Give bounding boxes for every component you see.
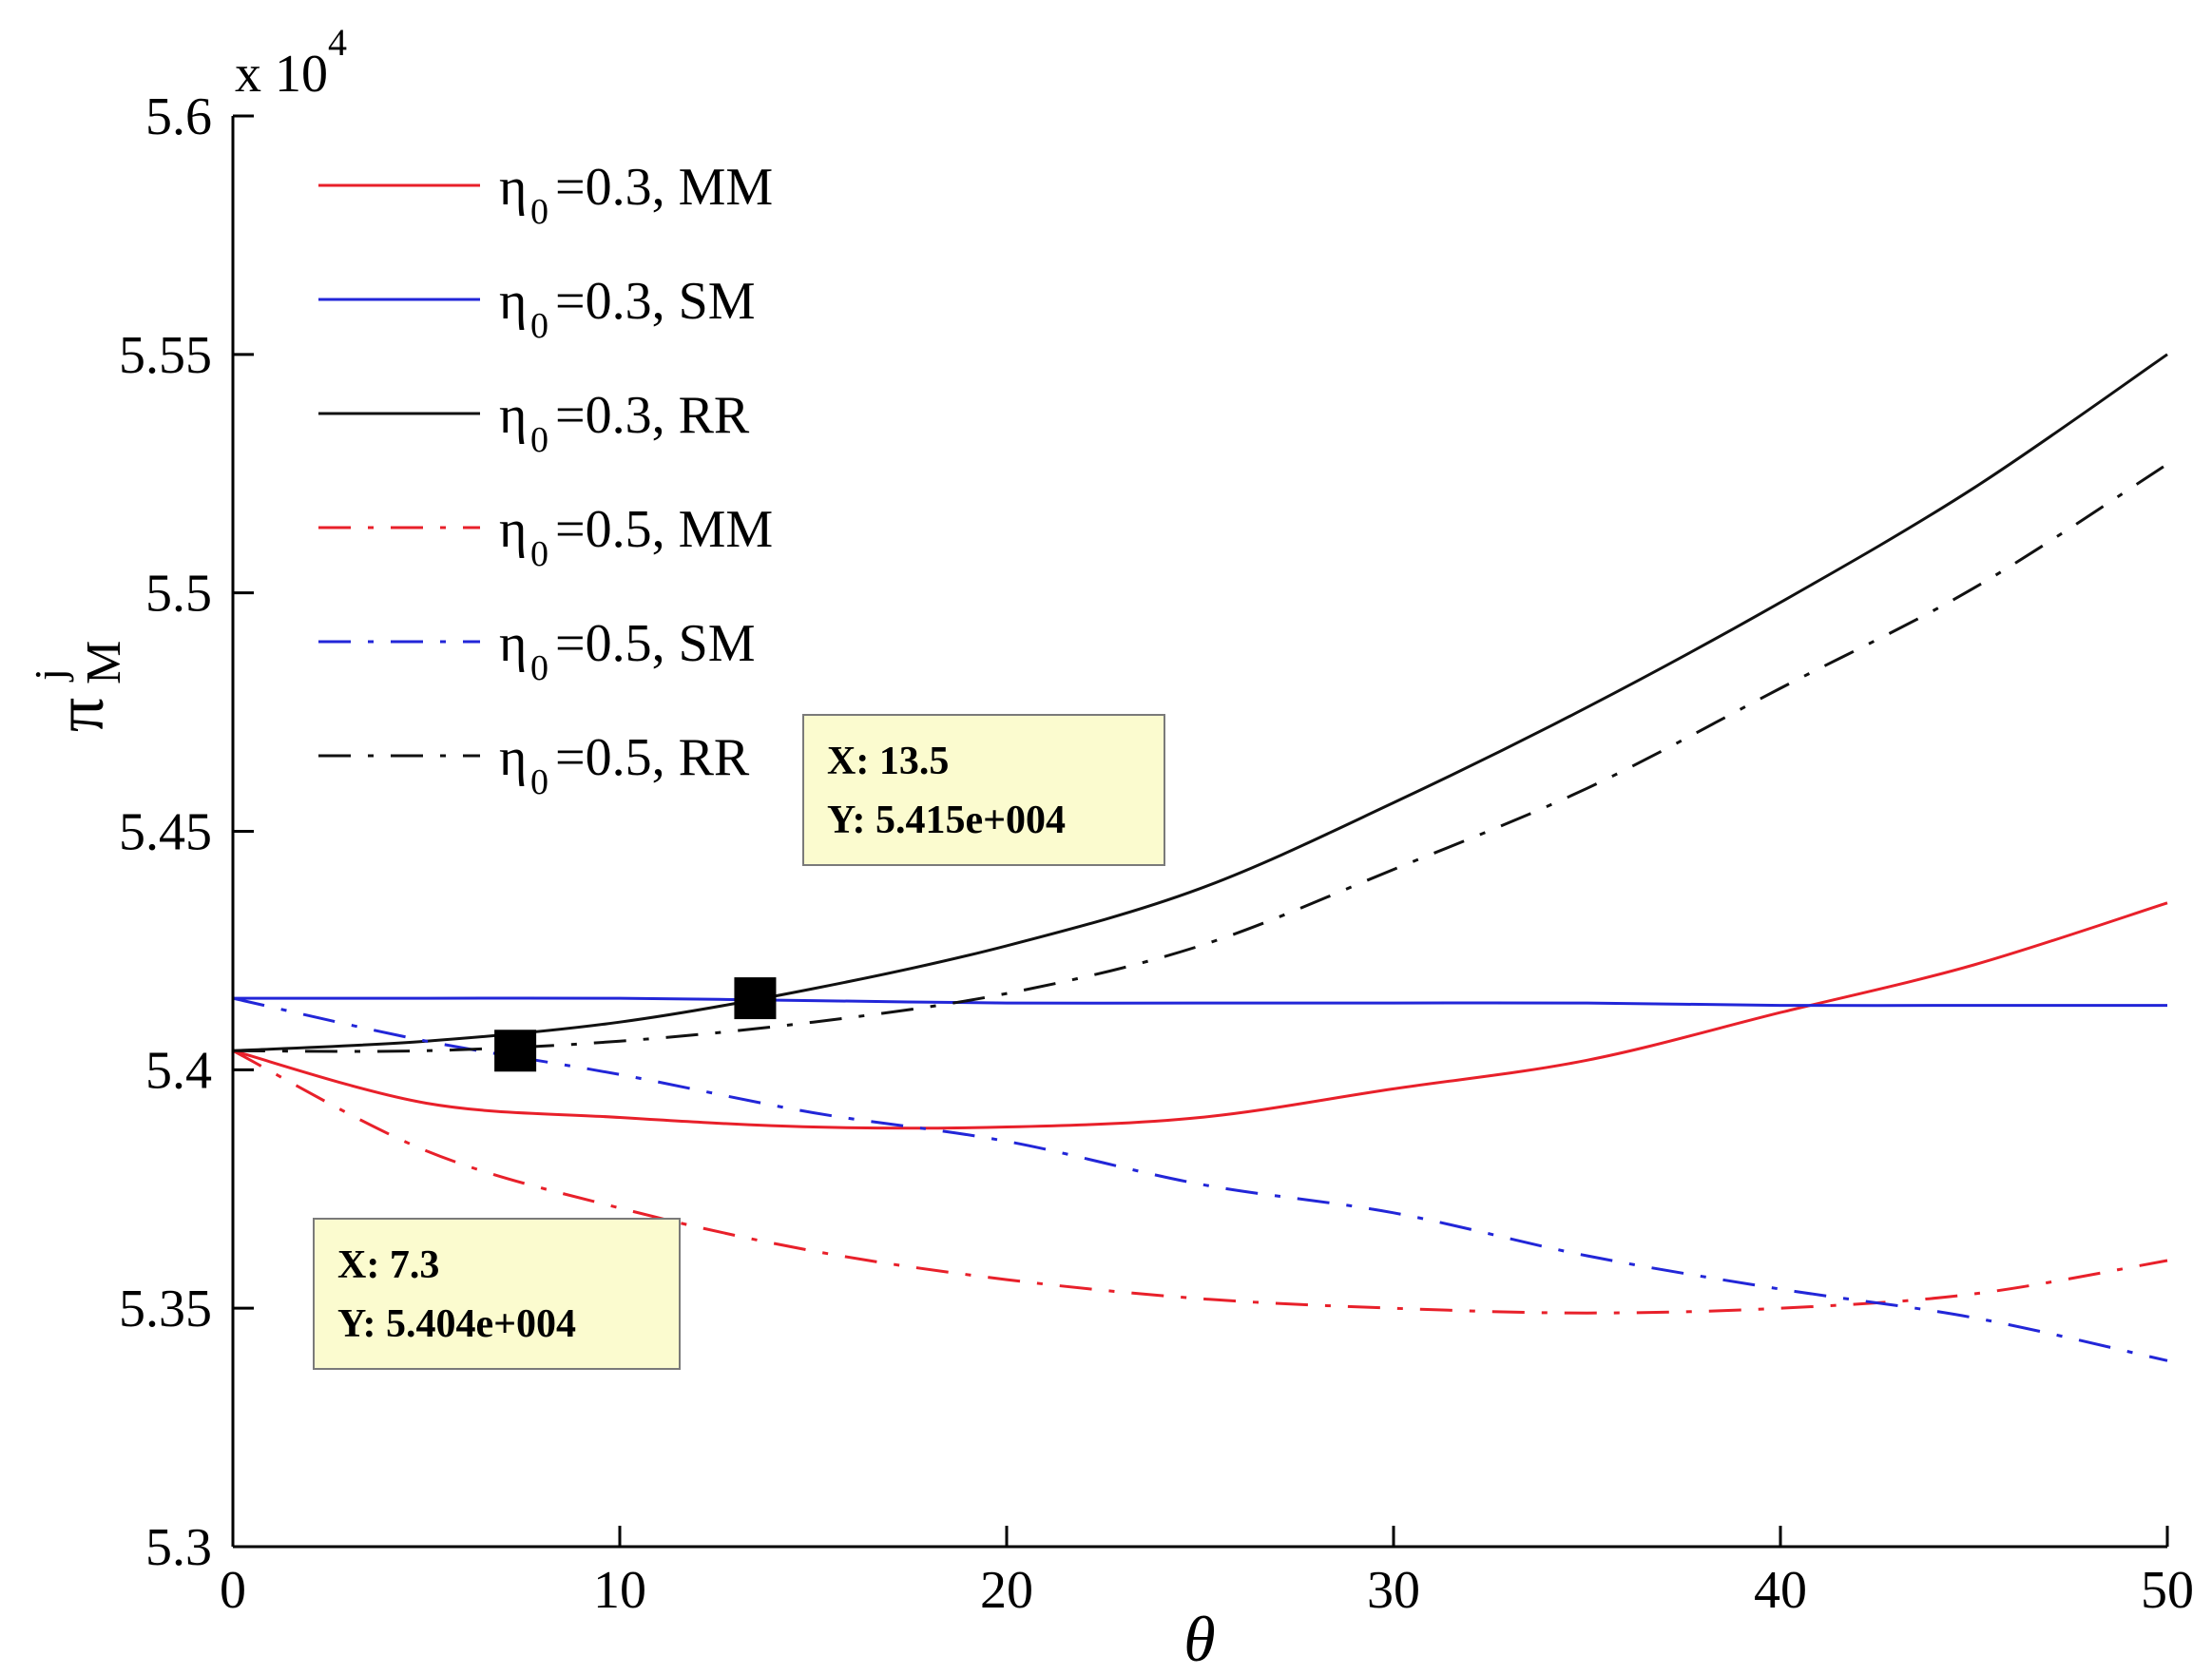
datatip-box [313, 1218, 681, 1370]
x-axis-label: θ [1183, 1603, 1215, 1675]
legend-label-symbol: η [499, 500, 527, 559]
series-line-sm [233, 996, 2167, 1008]
legend-label-mm: =0.3, MM [555, 158, 773, 217]
series-line-mm [232, 901, 2168, 1130]
y-axis-label: πj M [26, 641, 131, 732]
x-tick-label: 0 [220, 1561, 246, 1620]
y-tick-label: 5.4 [145, 1041, 212, 1100]
datatip-marker [494, 1030, 537, 1072]
legend-label-sm: =0.3, SM [555, 272, 756, 331]
y-tick-label: 5.55 [119, 326, 212, 385]
legend-label-subscript: 0 [530, 420, 548, 460]
y-tick-label: 5.6 [145, 87, 212, 146]
y-axis-label-sup: j [26, 668, 74, 683]
x-tick-label: 40 [1754, 1561, 1807, 1620]
legend-group: η 0 =0.3, MMη 0 =0.3, SMη 0 =0.3, RRη 0 =0.5, MM… [318, 158, 773, 802]
legend-label-rr2: =0.5, RR [555, 728, 750, 787]
legend-label-sm2: =0.5, SM [555, 614, 756, 673]
datatip-x-text: X: 7.3 [337, 1243, 439, 1287]
datatip-box [802, 714, 1165, 866]
legend-label-subscript: 0 [530, 306, 548, 346]
series-line-rr [232, 353, 2168, 1052]
datatip-x-text: X: 13.5 [827, 740, 949, 783]
legend-label-subscript: 0 [530, 534, 548, 574]
x-tick-label: 10 [593, 1561, 646, 1620]
y-tick-label: 5.5 [145, 565, 212, 624]
y-axis-label-main: π [42, 698, 118, 732]
y-multiplier: x 10 [235, 45, 328, 104]
y-multiplier-exp: 4 [328, 21, 347, 64]
datatip-y-text: Y: 5.404e+004 [337, 1302, 576, 1346]
y-tick-label: 5.3 [145, 1518, 212, 1577]
y-axis-label-sub: M [77, 641, 131, 684]
x-tick-label: 20 [980, 1561, 1033, 1620]
legend-label-mm2: =0.5, MM [555, 500, 773, 559]
y-tick-label: 5.45 [119, 803, 212, 862]
series-group [232, 353, 2168, 1362]
legend-label-symbol: η [499, 158, 527, 217]
datatip-marker [734, 977, 777, 1020]
legend-label-rr: =0.3, RR [555, 386, 750, 445]
legend-label-symbol: η [499, 728, 527, 787]
legend-label-symbol: η [499, 386, 527, 445]
x-tick-label: 50 [2141, 1561, 2194, 1620]
legend-label-subscript: 0 [530, 192, 548, 232]
y-tick-label: 5.35 [119, 1280, 212, 1338]
x-tick-label: 30 [1367, 1561, 1420, 1620]
legend-label-subscript: 0 [530, 648, 548, 688]
legend-label-subscript: 0 [530, 762, 548, 802]
legend-label-symbol: η [499, 272, 527, 331]
datatip-y-text: Y: 5.415e+004 [827, 799, 1066, 842]
axes-group: 5.35.355.45.455.55.555.60 10 20 30 40 50x 104… [26, 21, 2194, 1675]
datatips-group: X: 7.3 Y: 5.404e+004 X: 13.5 Y: 5.415e+004 [313, 714, 1165, 1370]
legend-label-symbol: η [499, 614, 527, 673]
